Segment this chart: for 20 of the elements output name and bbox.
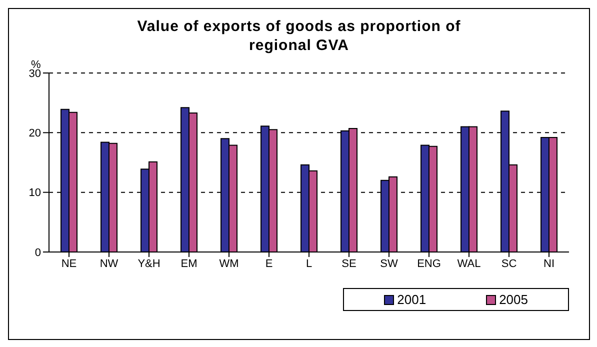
x-tick-label: WM bbox=[219, 258, 239, 270]
x-tick-label: SW bbox=[380, 258, 398, 270]
x-tick-label: Y&H bbox=[138, 258, 160, 270]
y-tick-label: 30 bbox=[28, 68, 41, 80]
y-tick-label: 0 bbox=[34, 246, 41, 259]
x-tick-label: L bbox=[306, 258, 312, 270]
x-tick-label: EM bbox=[180, 258, 198, 270]
x-tick-label: SC bbox=[501, 258, 517, 270]
x-tick-label: E bbox=[265, 258, 273, 270]
y-tick-label: 10 bbox=[28, 187, 41, 200]
x-tick-label: WAL bbox=[457, 258, 481, 270]
y-tick-label: 20 bbox=[28, 128, 41, 140]
legend-label: 2001 bbox=[396, 292, 426, 307]
x-tick-label: NI bbox=[544, 258, 554, 270]
x-tick-label: NE bbox=[61, 258, 77, 270]
chart-title: Value of exports of goods as proportion of regional GVA bbox=[136, 17, 462, 55]
legend-label: 2005 bbox=[498, 292, 528, 307]
x-tick-label: ENG bbox=[417, 258, 441, 270]
x-tick-label: NW bbox=[100, 258, 119, 270]
x-tick-label: SE bbox=[342, 258, 356, 270]
